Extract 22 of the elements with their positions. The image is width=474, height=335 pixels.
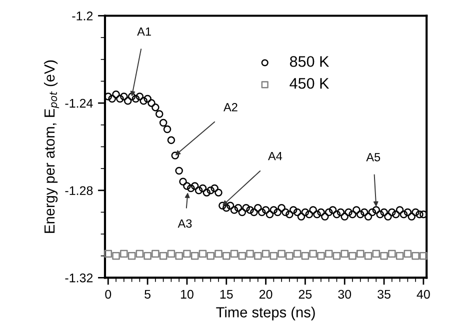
- x-tick-label: 15: [220, 290, 233, 299]
- x-tick-label: 40: [416, 290, 430, 299]
- y-axis-title: Energy per atom, E$_{pot}$ (eV): [44, 60, 60, 233]
- legend-label: 850 K: [290, 56, 330, 67]
- y-tick-label: -1.24: [65, 98, 93, 108]
- x-tick-label: 0: [105, 290, 112, 299]
- annotation: A3: [178, 219, 192, 228]
- x-tick-label: 35: [378, 290, 390, 299]
- annotation: A1: [137, 28, 151, 36]
- x-tick-label: 20: [259, 290, 272, 299]
- y-tick-label: -1.2: [72, 12, 93, 20]
- annotation: A2: [224, 103, 238, 112]
- x-axis-title: Time steps (ns): [216, 306, 315, 320]
- x-tick-label: 5: [144, 290, 151, 299]
- annotation: A5: [366, 153, 380, 162]
- annotation: A4: [268, 152, 282, 160]
- x-tick-label: 10: [180, 290, 194, 299]
- legend-label: 450 K: [290, 78, 330, 89]
- x-tick-label: 30: [338, 290, 352, 299]
- y-tick-label: -1.32: [65, 274, 93, 282]
- x-tick-label: 25: [298, 290, 312, 299]
- y-tick-label: -1.28: [65, 186, 93, 196]
